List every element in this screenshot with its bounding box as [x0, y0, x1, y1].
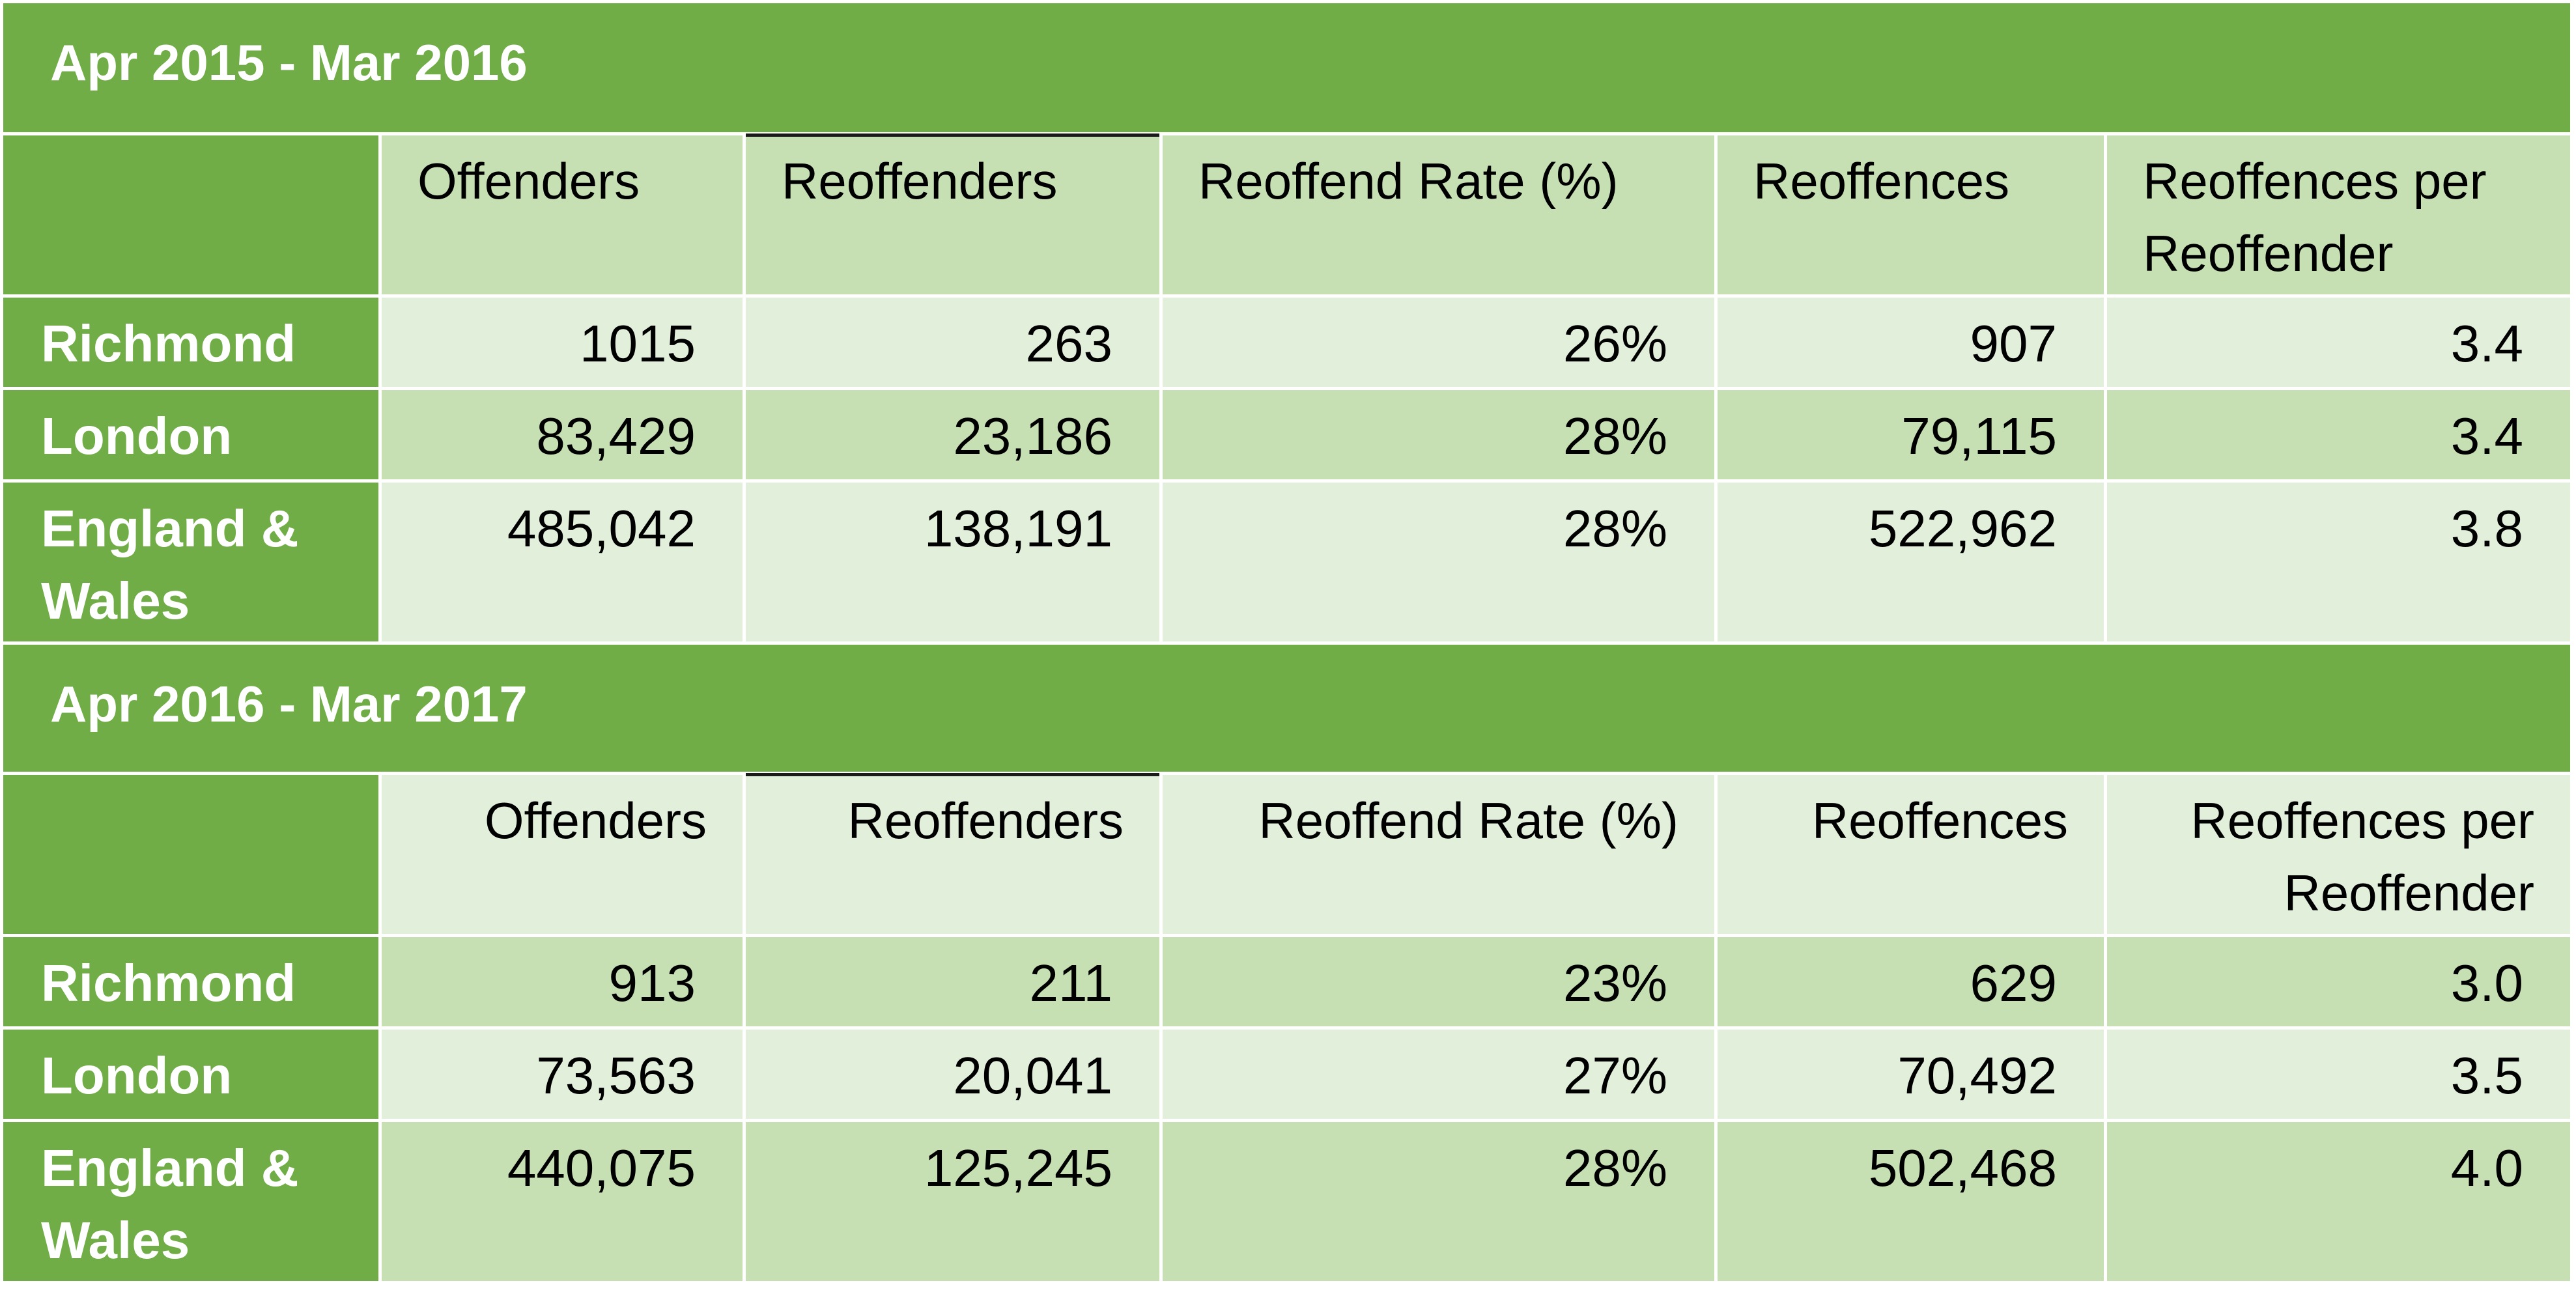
table-cell: 28% [1163, 1122, 1714, 1281]
table-cell: 907 [1718, 298, 2104, 387]
column-header: Reoffences [1718, 775, 2104, 934]
table-cell: 629 [1718, 937, 2104, 1026]
column-header: Reoffenders [746, 135, 1159, 294]
row-label: London [3, 1030, 378, 1119]
table-cell: 27% [1163, 1030, 1714, 1119]
table-cell: 3.5 [2107, 1030, 2570, 1119]
column-header: Reoffences per Reoffender [2107, 775, 2570, 934]
table-cell: 522,962 [1718, 483, 2104, 641]
column-header: Reoffend Rate (%) [1163, 135, 1714, 294]
table-cell: 83,429 [382, 390, 743, 479]
column-header: Reoffences per Reoffender [2107, 135, 2570, 294]
table-cell: 502,468 [1718, 1122, 2104, 1281]
table-cell: 138,191 [746, 483, 1159, 641]
table-cell: 4.0 [2107, 1122, 2570, 1281]
table-cell: 23,186 [746, 390, 1159, 479]
table-cell: 73,563 [382, 1030, 743, 1119]
column-header: Offenders [382, 135, 743, 294]
row-label: England & Wales [3, 483, 378, 641]
header-top-rule [746, 134, 1159, 137]
column-header: Offenders [382, 775, 743, 934]
row-label: England & Wales [3, 1122, 378, 1281]
column-header: Reoffend Rate (%) [1163, 775, 1714, 934]
table-cell: 23% [1163, 937, 1714, 1026]
row-label: Richmond [3, 937, 378, 1026]
column-header: Reoffenders [746, 775, 1159, 934]
table-cell: 26% [1163, 298, 1714, 387]
table-cell: 20,041 [746, 1030, 1159, 1119]
table-cell: 79,115 [1718, 390, 2104, 479]
table-cell: 3.0 [2107, 937, 2570, 1026]
column-header: Reoffences [1718, 135, 2104, 294]
table-cell: 28% [1163, 483, 1714, 641]
table-period-title: Apr 2016 - Mar 2017 [3, 645, 2570, 772]
header-corner-cell [3, 135, 378, 294]
table-cell: 1015 [382, 298, 743, 387]
table-cell: 70,492 [1718, 1030, 2104, 1119]
header-corner-cell [3, 775, 378, 934]
table-cell: 263 [746, 298, 1159, 387]
table-cell: 3.4 [2107, 390, 2570, 479]
table-cell: 125,245 [746, 1122, 1159, 1281]
table-cell: 28% [1163, 390, 1714, 479]
table-cell: 211 [746, 937, 1159, 1026]
table-period-title: Apr 2015 - Mar 2016 [3, 3, 2570, 132]
table-cell: 913 [382, 937, 743, 1026]
row-label: Richmond [3, 298, 378, 387]
row-label: London [3, 390, 378, 479]
table-cell: 485,042 [382, 483, 743, 641]
table-cell: 3.4 [2107, 298, 2570, 387]
table-cell: 440,075 [382, 1122, 743, 1281]
table-cell: 3.8 [2107, 483, 2570, 641]
header-top-rule [746, 773, 1159, 776]
